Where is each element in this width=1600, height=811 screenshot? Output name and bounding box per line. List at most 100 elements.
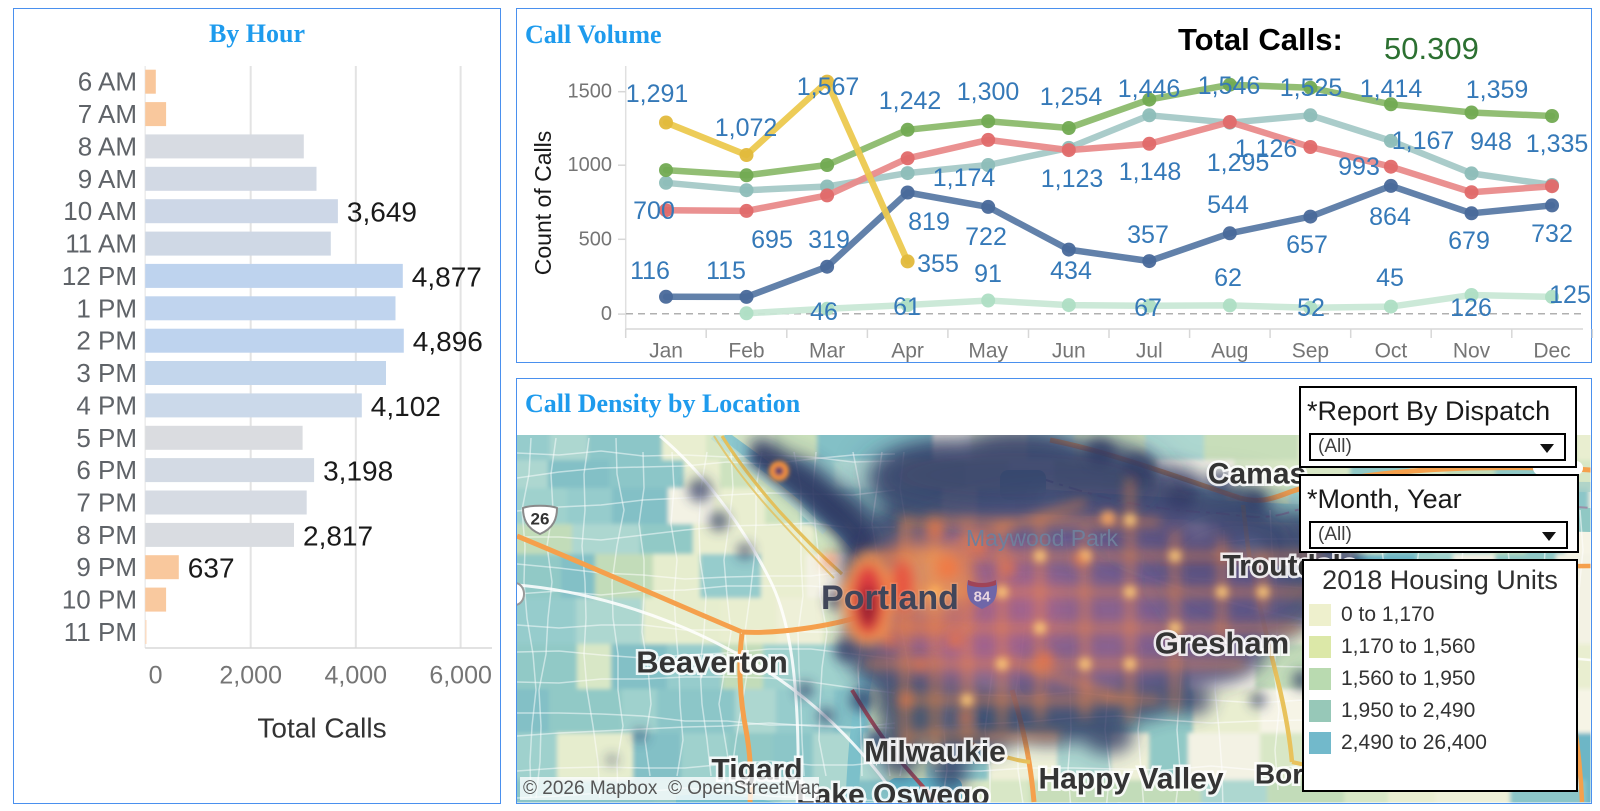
- svg-text:115: 115: [706, 257, 746, 285]
- svg-text:Apr: Apr: [891, 340, 924, 363]
- svg-text:6 PM: 6 PM: [76, 455, 137, 485]
- svg-text:Count of Calls: Count of Calls: [530, 131, 556, 275]
- svg-text:4,000: 4,000: [325, 662, 388, 690]
- svg-text:695: 695: [751, 226, 793, 254]
- svg-text:116: 116: [630, 257, 670, 285]
- svg-text:1,148: 1,148: [1119, 158, 1182, 186]
- svg-text:1,123: 1,123: [1041, 165, 1104, 193]
- svg-text:1,335: 1,335: [1526, 130, 1589, 158]
- svg-text:5 PM: 5 PM: [76, 423, 137, 453]
- svg-text:1,567: 1,567: [797, 73, 860, 101]
- svg-text:May: May: [968, 340, 1008, 363]
- svg-text:126: 126: [1450, 294, 1492, 322]
- svg-text:357: 357: [1127, 221, 1169, 249]
- svg-text:657: 657: [1286, 231, 1328, 259]
- svg-text:819: 819: [908, 208, 950, 236]
- svg-text:Happy Valley: Happy Valley: [1038, 763, 1223, 796]
- svg-text:8 PM: 8 PM: [76, 520, 137, 550]
- svg-text:3 PM: 3 PM: [76, 358, 137, 388]
- svg-text:Feb: Feb: [728, 340, 764, 363]
- svg-text:Mar: Mar: [809, 340, 845, 363]
- svg-text:1,291: 1,291: [626, 80, 689, 108]
- svg-text:125: 125: [1549, 281, 1591, 309]
- svg-text:4,877: 4,877: [412, 261, 482, 292]
- svg-text:1 PM: 1 PM: [76, 293, 137, 323]
- svg-text:319: 319: [808, 226, 850, 254]
- svg-text:434: 434: [1050, 257, 1092, 285]
- svg-text:4,102: 4,102: [371, 391, 441, 422]
- svg-text:11 AM: 11 AM: [65, 229, 137, 259]
- svg-text:Milwaukie: Milwaukie: [864, 736, 1006, 769]
- svg-text:Jun: Jun: [1052, 340, 1086, 363]
- svg-text:1,167: 1,167: [1392, 127, 1455, 155]
- svg-text:1,359: 1,359: [1466, 76, 1529, 104]
- svg-text:Sep: Sep: [1292, 340, 1329, 363]
- svg-text:Camas: Camas: [1208, 458, 1306, 491]
- svg-text:1,254: 1,254: [1040, 83, 1103, 111]
- svg-text:46: 46: [810, 298, 838, 326]
- svg-text:1,414: 1,414: [1360, 75, 1423, 103]
- svg-text:Maywood Park: Maywood Park: [966, 525, 1119, 551]
- svg-text:52: 52: [1297, 294, 1325, 322]
- svg-text:6,000: 6,000: [429, 662, 492, 690]
- svg-text:11 PM: 11 PM: [64, 617, 137, 647]
- svg-text:0: 0: [149, 662, 163, 690]
- svg-text:1,546: 1,546: [1198, 72, 1261, 100]
- svg-text:67: 67: [1134, 294, 1162, 322]
- svg-text:12 PM: 12 PM: [62, 261, 137, 291]
- svg-text:45: 45: [1376, 264, 1404, 292]
- svg-text:1,126: 1,126: [1235, 135, 1298, 163]
- svg-text:722: 722: [965, 223, 1007, 251]
- svg-text:2,817: 2,817: [303, 520, 373, 551]
- svg-text:679: 679: [1448, 227, 1490, 255]
- svg-text:Total Calls: Total Calls: [257, 713, 386, 744]
- svg-text:1500: 1500: [568, 81, 613, 103]
- svg-text:Gresham: Gresham: [1155, 626, 1289, 661]
- svg-text:1,525: 1,525: [1280, 74, 1343, 102]
- svg-text:700: 700: [633, 197, 675, 225]
- svg-text:7 PM: 7 PM: [76, 488, 137, 518]
- svg-text:Jul: Jul: [1136, 340, 1163, 363]
- svg-text:8 AM: 8 AM: [78, 131, 137, 161]
- svg-text:Nov: Nov: [1453, 340, 1491, 363]
- svg-text:61: 61: [893, 293, 921, 321]
- svg-text:Portland: Portland: [821, 579, 959, 617]
- svg-text:Aug: Aug: [1211, 340, 1248, 363]
- svg-text:1,446: 1,446: [1118, 75, 1181, 103]
- svg-text:Lake Oswego: Lake Oswego: [796, 779, 989, 811]
- svg-text:1,295: 1,295: [1207, 149, 1270, 177]
- svg-text:84: 84: [974, 589, 991, 606]
- svg-text:9 AM: 9 AM: [78, 164, 137, 194]
- svg-text:Oct: Oct: [1375, 340, 1408, 363]
- svg-text:10 AM: 10 AM: [63, 196, 137, 226]
- svg-text:26: 26: [531, 510, 550, 529]
- svg-text:993: 993: [1338, 153, 1380, 181]
- svg-text:3,198: 3,198: [323, 456, 393, 487]
- svg-text:1000: 1000: [568, 154, 613, 176]
- svg-text:9 PM: 9 PM: [76, 552, 137, 582]
- svg-text:637: 637: [188, 553, 235, 584]
- svg-text:1,242: 1,242: [879, 87, 942, 115]
- svg-text:1,174: 1,174: [933, 164, 996, 192]
- svg-text:0: 0: [601, 303, 612, 325]
- svg-text:Dec: Dec: [1533, 340, 1570, 363]
- svg-text:732: 732: [1531, 220, 1573, 248]
- svg-text:3,649: 3,649: [347, 197, 417, 228]
- svg-text:Jan: Jan: [649, 340, 683, 363]
- svg-text:1,300: 1,300: [957, 78, 1020, 106]
- svg-text:948: 948: [1470, 128, 1512, 156]
- svg-text:864: 864: [1369, 203, 1411, 231]
- svg-text:4 PM: 4 PM: [76, 390, 137, 420]
- svg-text:10 PM: 10 PM: [62, 585, 137, 615]
- svg-text:1,072: 1,072: [715, 114, 778, 142]
- svg-text:91: 91: [974, 260, 1002, 288]
- svg-text:6 AM: 6 AM: [78, 67, 137, 97]
- svg-text:544: 544: [1207, 191, 1249, 219]
- svg-text:355: 355: [917, 250, 959, 278]
- svg-text:2 PM: 2 PM: [76, 326, 137, 356]
- svg-text:2,000: 2,000: [219, 662, 282, 690]
- svg-text:500: 500: [579, 228, 612, 250]
- svg-text:7 AM: 7 AM: [78, 99, 137, 129]
- svg-text:4,896: 4,896: [413, 326, 483, 357]
- svg-text:Beaverton: Beaverton: [636, 645, 788, 680]
